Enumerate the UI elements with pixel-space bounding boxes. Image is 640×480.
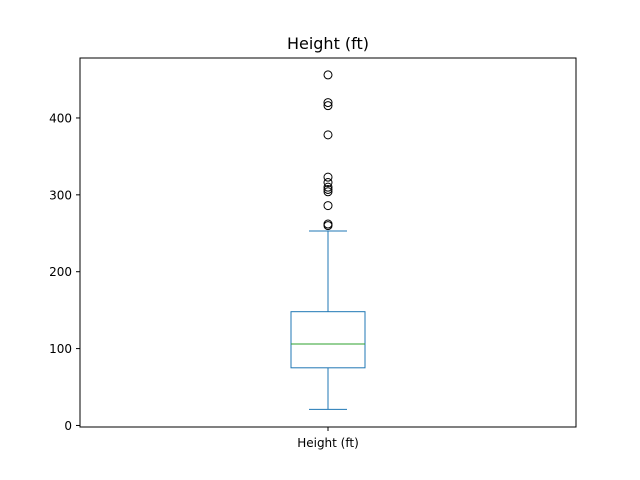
iqr-box — [290, 311, 366, 369]
y-tick-label: 0 — [64, 419, 72, 433]
outlier-point — [323, 184, 333, 194]
y-tick-label: 100 — [49, 342, 72, 356]
x-axis: Height (ft) — [297, 427, 359, 450]
outlier-point — [323, 101, 333, 111]
outlier-point — [323, 70, 333, 80]
outlier-point — [323, 178, 333, 188]
outlier-point — [323, 98, 333, 108]
chart-title: Height (ft) — [287, 34, 369, 53]
outlier-point — [323, 130, 333, 140]
outlier-point — [323, 187, 333, 197]
x-tick-label: Height (ft) — [297, 436, 359, 450]
outlier-point — [323, 182, 333, 192]
y-tick-label: 400 — [49, 111, 72, 125]
outlier-point — [323, 219, 333, 229]
y-axis: 0 100 200 300 400 — [49, 111, 80, 433]
plot-frame — [79, 57, 577, 428]
y-tick-label: 200 — [49, 265, 72, 279]
y-tick-label: 300 — [49, 188, 72, 202]
plot-area — [290, 70, 366, 410]
outlier-point — [323, 201, 333, 211]
outlier-point — [323, 172, 333, 182]
